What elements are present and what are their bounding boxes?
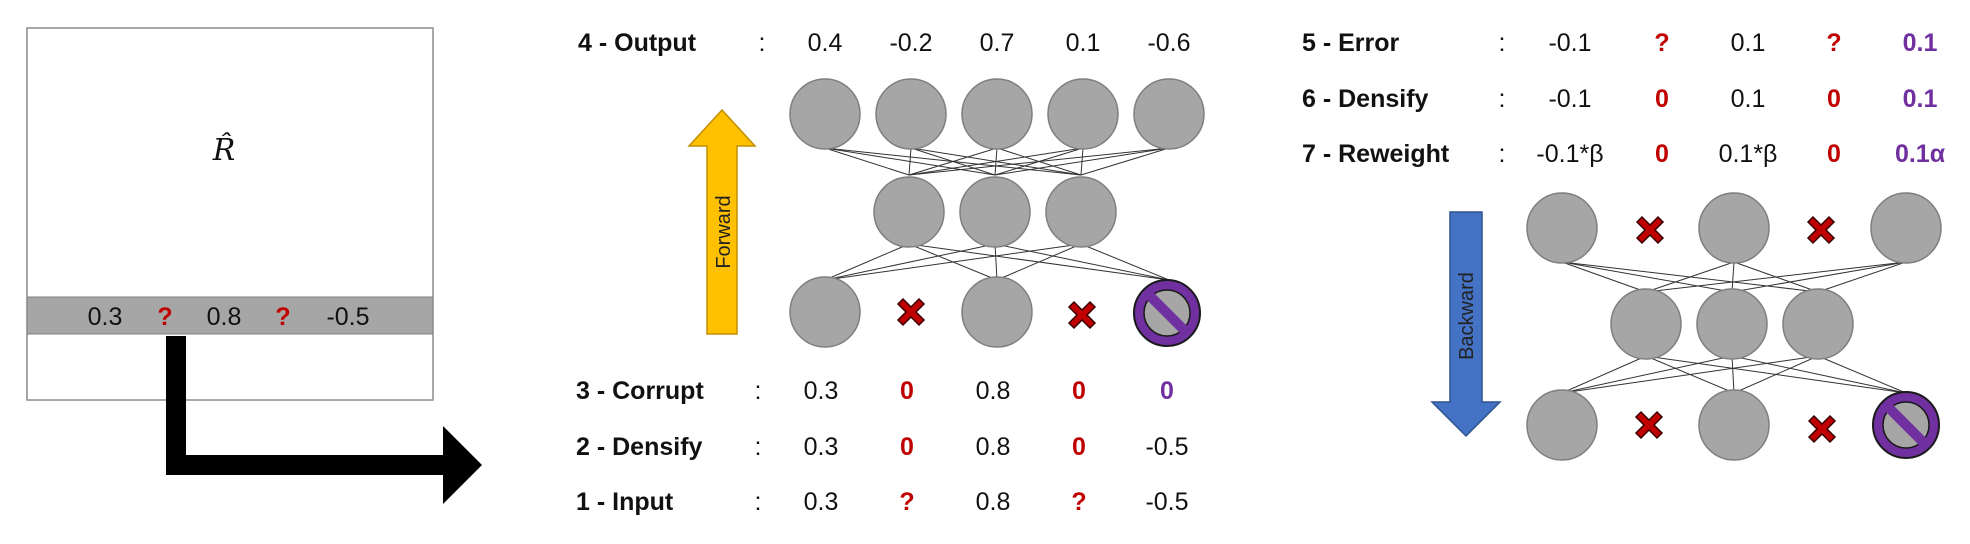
input-value: 0.8 [976,488,1011,516]
hidden-node [1696,288,1768,360]
output-node [1047,78,1119,150]
densify-value: 0.3 [804,433,839,461]
top-node [1526,192,1598,264]
backward-network [1561,261,1907,394]
bottom-node [1698,389,1770,461]
input-value: -0.5 [1145,488,1188,516]
matrix-panel: R̂ 0.3 ? 0.8 ? -0.5 [26,27,482,504]
backward-step-table: 5 - Error : -0.1 ? 0.1 ? 0.1 6 - Densify… [1302,29,1946,168]
matrix-row-value: 0.3 [88,303,123,331]
colon: : [755,433,762,461]
hidden-node [1610,288,1682,360]
colon: : [759,29,766,57]
error-value: ? [1826,29,1841,57]
input-value: ? [899,488,914,516]
matrix-label: R̂ [212,133,236,168]
missing-x-icon [1635,411,1663,439]
corrupt-value: 0.3 [804,377,839,405]
reweight-value: 0 [1827,140,1841,168]
input-node [789,276,861,348]
densify-value: 0 [900,433,914,461]
densify-value: 0 [1655,85,1669,113]
missing-input-x-icon [1068,301,1096,329]
input-node [961,276,1033,348]
missing-x-icon [1808,415,1836,443]
error-value: 0.1 [1731,29,1766,57]
output-value: 0.4 [808,29,843,57]
forward-arrow: Forward [687,108,757,335]
corrupted-input-forbidden-icon [1134,280,1200,346]
matrix-row-value: -0.5 [326,303,369,331]
input-value: ? [1071,488,1086,516]
step-label: 6 - Densify [1302,85,1429,113]
step-label: 7 - Reweight [1302,140,1450,168]
step-label: 5 - Error [1302,29,1400,57]
error-value: 0.1 [1903,29,1938,57]
step-label: 2 - Densify [576,433,703,461]
missing-x-icon [1636,216,1664,244]
output-node [961,78,1033,150]
densify-value: 0.1 [1903,85,1938,113]
extract-row-arrow [166,336,482,504]
step-label: 3 - Corrupt [576,377,704,405]
backward-arrow: Backward [1430,211,1502,438]
reweight-value: -0.1*β [1536,140,1603,168]
corrupted-forbidden-icon [1873,392,1939,458]
forward-step-table: 4 - Output : 0.4 -0.2 0.7 0.1 -0.6 3 - C… [576,29,1191,516]
colon: : [755,488,762,516]
output-value: 0.7 [980,29,1015,57]
colon: : [755,377,762,405]
densify-value: -0.5 [1145,433,1188,461]
corrupt-value: 0 [900,377,914,405]
forward-arrow-label: Forward [713,195,735,268]
missing-input-x-icon [897,298,925,326]
error-value: ? [1654,29,1669,57]
colon: : [1499,85,1506,113]
top-node [1698,192,1770,264]
reweight-value: 0 [1655,140,1669,168]
output-value: -0.2 [889,29,932,57]
missing-x-icon [1807,216,1835,244]
output-node [875,78,947,150]
output-value: 0.1 [1066,29,1101,57]
corrupt-value: 0 [1160,377,1174,405]
corrupt-value: 0 [1072,377,1086,405]
forward-network-nodes [789,78,1205,348]
corrupt-value: 0.8 [976,377,1011,405]
matrix-row-value: ? [157,303,172,331]
backward-arrow-label: Backward [1456,272,1478,360]
backward-network-nodes [1526,192,1942,461]
densify-value: 0 [1827,85,1841,113]
hidden-node [1782,288,1854,360]
forward-network [824,147,1170,281]
hidden-node [873,176,945,248]
error-value: -0.1 [1548,29,1591,57]
densify-value: 0.8 [976,433,1011,461]
reweight-value: 0.1α [1895,140,1946,168]
output-node [789,78,861,150]
matrix-row-value: ? [275,303,290,331]
densify-value: -0.1 [1548,85,1591,113]
hidden-node [959,176,1031,248]
densify-value: 0.1 [1731,85,1766,113]
step-label: 1 - Input [576,488,674,516]
colon: : [1499,140,1506,168]
output-value: -0.6 [1147,29,1190,57]
matrix-row-value: 0.8 [207,303,242,331]
input-value: 0.3 [804,488,839,516]
matrix-box [26,27,434,401]
bottom-node [1526,389,1598,461]
hidden-node [1045,176,1117,248]
reweight-value: 0.1*β [1719,140,1778,168]
matrix-highlight-row [26,296,434,335]
top-node [1870,192,1942,264]
output-node [1133,78,1205,150]
densify-value: 0 [1072,433,1086,461]
colon: : [1499,29,1506,57]
step-label: 4 - Output [578,29,697,57]
